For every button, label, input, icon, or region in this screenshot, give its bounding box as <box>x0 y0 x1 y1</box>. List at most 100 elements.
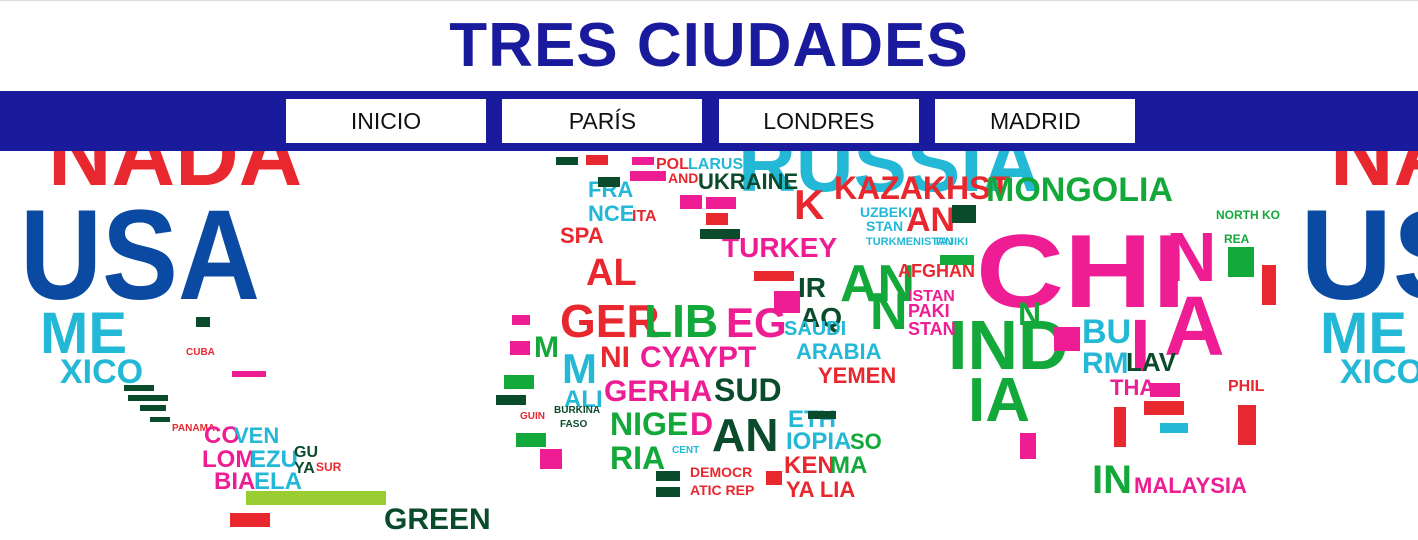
word-an-iran: AN <box>840 255 915 313</box>
word-ita: ITA <box>632 208 657 225</box>
word-gerha: GERHA <box>604 375 712 408</box>
word-gu: GU <box>294 444 318 461</box>
top-border <box>0 0 1418 1</box>
word-ven: VEN <box>234 423 279 448</box>
word-north-ko: NORTH KO <box>1216 208 1280 222</box>
fragment-red <box>230 513 270 527</box>
word-paki: PAKI <box>908 301 950 321</box>
word-ezu: EZU <box>250 446 298 473</box>
word-cyaypt: CYAYPT <box>640 341 756 374</box>
word-ela: ELA <box>254 468 302 495</box>
word-atic-rep: ATIC REP <box>690 482 754 498</box>
word-nige: NIGE <box>610 406 688 442</box>
word-nada-right: NA <box>1330 151 1418 204</box>
word-d: D <box>690 406 713 442</box>
word-eth: ETH <box>788 406 836 433</box>
word-democr: DEMOCR <box>690 464 752 480</box>
nav-item-londres[interactable]: LONDRES <box>718 99 919 143</box>
word-istan: ISTAN <box>908 288 955 305</box>
word-so: SO <box>850 429 882 454</box>
main-nav: INICIO PARÍS LONDRES MADRID <box>0 91 1418 151</box>
word-aq: AQ <box>800 302 842 333</box>
nav-item-inicio[interactable]: INICIO <box>286 99 486 143</box>
word-ya: YA <box>294 460 315 477</box>
small-caribbean-words <box>124 317 266 422</box>
word-al: AL <box>586 252 637 294</box>
word-phil: PHIL <box>1228 378 1265 395</box>
word-malaysia: MALAYSIA <box>1134 473 1247 498</box>
word-yemen: YEMEN <box>818 363 896 388</box>
brazil-fragment <box>246 491 386 505</box>
word-kazakhst: KAZAKHST <box>834 170 1010 206</box>
word-china-i: I <box>1130 304 1151 387</box>
word-ma: MA <box>830 452 867 479</box>
world-word-map: NADA USA ME XICO CUBA PANAMA CO VEN LOM … <box>20 151 1418 536</box>
word-uzbeki: UZBEKI <box>860 204 912 220</box>
word-stan-1: STAN <box>866 218 903 234</box>
word-burkina: BURKINA <box>554 405 600 416</box>
word-russia: RUSSIA <box>738 151 1040 208</box>
word-china-n: N <box>1166 218 1217 296</box>
word-m-2: M <box>562 345 597 392</box>
word-xico-right: XICO <box>1340 353 1418 391</box>
word-turkmenistan: TURKMENISTAN <box>866 236 953 248</box>
word-bia: BIA <box>214 468 255 495</box>
word-panama: PANAMA <box>172 423 215 434</box>
word-ria: RIA <box>610 440 665 476</box>
word-an: AN <box>906 201 955 239</box>
word-cent: CENT <box>672 445 699 456</box>
word-sud: SUD <box>714 372 782 408</box>
word-and: AND <box>668 170 698 186</box>
word-ger: GER <box>560 295 660 347</box>
word-arabia: ARABIA <box>796 339 882 364</box>
word-pol: POL <box>656 156 689 173</box>
site-title: TRES CIUDADES <box>449 11 969 80</box>
word-me-right: ME <box>1320 301 1407 366</box>
word-xico: XICO <box>60 353 143 391</box>
word-ya-lia: YA LIA <box>786 477 855 502</box>
nav-item-paris[interactable]: PARÍS <box>502 99 703 143</box>
word-india-n: N <box>1018 296 1041 332</box>
word-iopia: IOPIA <box>786 428 851 455</box>
nav-item-madrid[interactable]: MADRID <box>935 99 1136 143</box>
word-tha: THA <box>1110 375 1155 400</box>
word-sur: SUR <box>316 460 342 474</box>
site-header: TRES CIUDADES <box>0 1 1418 91</box>
word-lom: LOM <box>202 446 255 473</box>
word-stan-2: STAN <box>908 319 956 339</box>
world-map-banner: NADA USA ME XICO CUBA PANAMA CO VEN LOM … <box>0 151 1418 540</box>
word-saudi: SAUDI <box>784 318 846 340</box>
word-tajiki: TAJIKI <box>934 236 968 248</box>
word-china-chi: CHI <box>976 214 1186 330</box>
word-k: K <box>794 181 824 228</box>
word-afghan: AFGHAN <box>898 261 975 281</box>
word-larus: LARUS <box>688 156 743 173</box>
word-me: ME <box>40 301 127 366</box>
word-lav: LAV <box>1126 347 1177 377</box>
word-co: CO <box>204 422 240 449</box>
word-mongolia: MONGOLIA <box>986 171 1173 209</box>
word-ukraine: UKRAINE <box>698 169 798 194</box>
word-in-indonesia: IN <box>1092 458 1132 502</box>
word-india-ind: IND <box>948 306 1069 384</box>
word-bu: BU <box>1082 313 1131 351</box>
word-m: M <box>534 331 559 364</box>
word-france-2: NCE <box>588 201 634 226</box>
word-china-a: A <box>1164 279 1225 373</box>
word-rea: REA <box>1224 232 1250 246</box>
small-europe-words <box>556 155 740 239</box>
word-rm: RM <box>1082 347 1129 380</box>
word-cuba: CUBA <box>186 347 215 358</box>
word-ken: KEN <box>784 452 835 479</box>
word-ni: NI <box>600 341 630 374</box>
word-green: GREEN <box>384 503 491 536</box>
word-ali: ALI <box>564 386 603 413</box>
word-spa: SPA <box>560 223 604 248</box>
word-faso: FASO <box>560 419 587 430</box>
word-an-2: AN <box>712 409 778 461</box>
word-ir: IR <box>798 272 826 303</box>
word-n-iran: N <box>870 283 908 341</box>
word-usa: USA <box>20 184 260 327</box>
word-nada: NADA <box>48 151 302 204</box>
small-africa-words <box>496 315 836 497</box>
